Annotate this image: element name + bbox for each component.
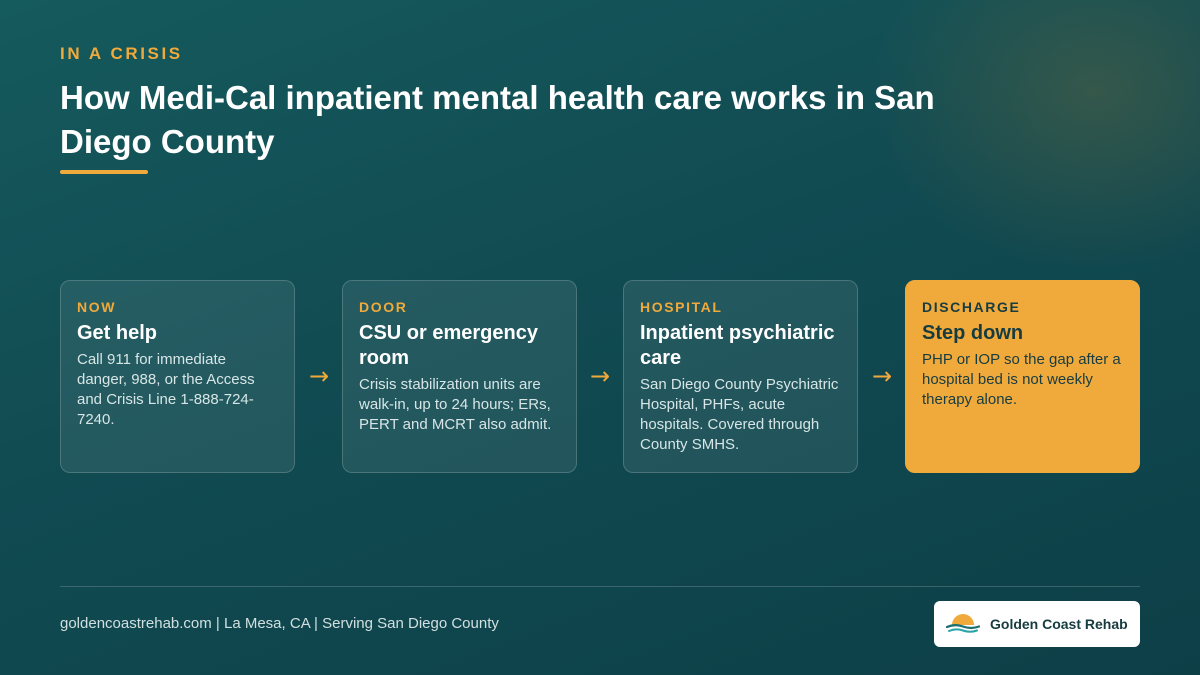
arrow-right-icon: → [308, 362, 330, 390]
step-title: Inpatient psychiatric care [640, 322, 835, 369]
page-title: How Medi-Cal inpatient mental health car… [60, 79, 935, 160]
step-card-door: DOOR CSU or emergency room Crisis stabil… [342, 280, 577, 473]
title-underline [60, 170, 148, 174]
step-description: San Diego County Psychiatric Hospital, P… [640, 376, 839, 453]
step-card-discharge: DISCHARGE Step down PHP or IOP so the ga… [905, 280, 1140, 473]
step-description: PHP or IOP so the gap after a hospital b… [922, 351, 1121, 408]
step-title: Get help [77, 322, 158, 344]
step-description: Call 911 for immediate danger, 988, or t… [77, 351, 255, 428]
step-card-now: NOW Get help Call 911 for immediate dang… [60, 280, 295, 473]
step-label: DOOR [359, 299, 408, 315]
footer-divider [60, 586, 1140, 587]
eyebrow: IN A CRISIS [60, 44, 183, 63]
process-flow: NOW Get help Call 911 for immediate dang… [60, 280, 1140, 473]
sunset-waves-logo-icon [946, 614, 980, 633]
brand-badge[interactable]: Golden Coast Rehab [934, 601, 1140, 647]
step-card-hospital: HOSPITAL Inpatient psychiatric care San … [623, 280, 858, 473]
footer-text: goldencoastrehab.com | La Mesa, CA | Ser… [60, 615, 499, 632]
arrow-right-icon: → [871, 362, 893, 390]
arrow-right-icon: → [589, 362, 611, 390]
step-label: DISCHARGE [922, 299, 1021, 315]
step-description: Crisis stabilization units are walk-in, … [359, 376, 552, 433]
step-label: HOSPITAL [640, 299, 723, 315]
step-label: NOW [77, 299, 117, 315]
step-title: Step down [922, 322, 1024, 344]
brand-name: Golden Coast Rehab [990, 616, 1128, 632]
step-title: CSU or emergency room [359, 322, 538, 369]
